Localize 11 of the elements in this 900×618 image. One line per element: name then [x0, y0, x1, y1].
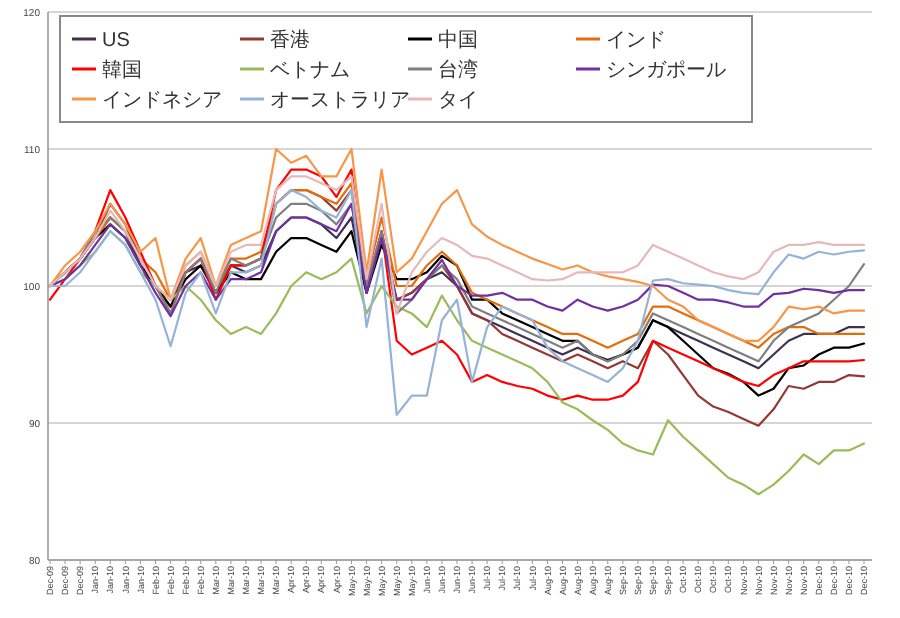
legend-label: タイ [438, 90, 478, 112]
legend-label: 香港 [270, 28, 310, 52]
legend-label: ベトナム [270, 60, 350, 82]
legend-label: インド [606, 30, 666, 52]
legend-label: US [102, 30, 131, 52]
legend-label: 韓国 [102, 58, 142, 82]
legend-label: 中国 [438, 28, 478, 52]
legend-label: インドネシア [102, 90, 222, 112]
legend-label: シンガポール [606, 60, 726, 82]
legend-label: 台湾 [438, 58, 478, 82]
legend-label: オーストラリア [270, 90, 410, 112]
